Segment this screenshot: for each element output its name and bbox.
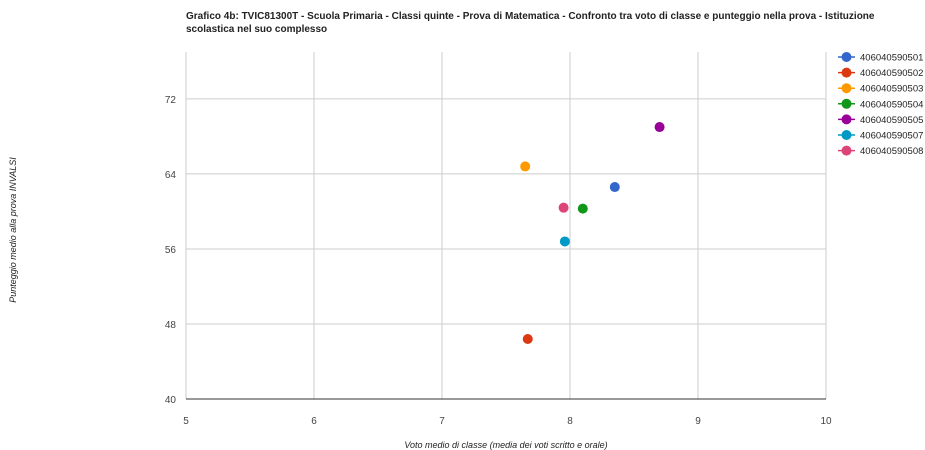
legend-label: 406040590503: [860, 84, 923, 95]
legend-marker: [841, 130, 852, 140]
data-points: [520, 122, 665, 344]
legend-marker: [841, 52, 852, 62]
legend-item[interactable]: 406040590505: [838, 114, 923, 126]
legend-label: 406040590508: [860, 146, 923, 157]
legend-marker: [841, 83, 852, 94]
legend-item[interactable]: 406040590507: [838, 130, 923, 142]
y-tick-label: 64: [165, 170, 177, 181]
legend-item[interactable]: 406040590502: [838, 67, 923, 80]
x-tick-label: 9: [695, 416, 701, 427]
data-point: [559, 236, 570, 247]
data-point: [654, 122, 665, 133]
legend-marker: [841, 98, 852, 109]
legend-item[interactable]: 406040590504: [838, 98, 923, 111]
legend: 406040590501 406040590502 406040590503 4060…: [838, 52, 923, 157]
y-axis-title: Punteggio medio alla prova INVALSI: [8, 157, 18, 303]
data-point: [609, 182, 620, 193]
y-tick-label: 72: [165, 95, 177, 106]
x-tick-label: 5: [183, 416, 189, 427]
legend-marker: [841, 145, 852, 156]
x-axis-title: Voto medio di classe (media dei voti scr…: [404, 440, 607, 450]
legend-label: 406040590505: [860, 115, 923, 126]
data-point: [520, 161, 531, 172]
legend-label: 406040590502: [860, 68, 923, 79]
x-tick-label: 10: [820, 416, 832, 427]
data-point: [577, 203, 588, 214]
legend-label: 406040590504: [860, 99, 923, 110]
legend-item[interactable]: 406040590503: [838, 83, 923, 95]
grid-lines: [185, 52, 827, 400]
chart-title: Grafico 4b: TVIC81300T - Scuola Primaria…: [186, 11, 875, 35]
data-point: [522, 333, 533, 344]
legend-marker: [841, 114, 852, 125]
data-point: [558, 202, 569, 213]
x-tick-label: 8: [567, 416, 573, 427]
y-tick-label: 48: [165, 320, 177, 331]
y-tick-label: 56: [165, 245, 177, 256]
x-tick-label: 6: [311, 416, 317, 427]
legend-label: 406040590501: [860, 53, 923, 64]
legend-item[interactable]: 406040590508: [838, 145, 923, 158]
legend-label: 406040590507: [860, 131, 923, 142]
y-tick-label: 40: [165, 395, 177, 406]
legend-marker: [841, 67, 852, 78]
legend-item[interactable]: 406040590501: [838, 52, 923, 64]
x-tick-label: 7: [439, 416, 445, 427]
